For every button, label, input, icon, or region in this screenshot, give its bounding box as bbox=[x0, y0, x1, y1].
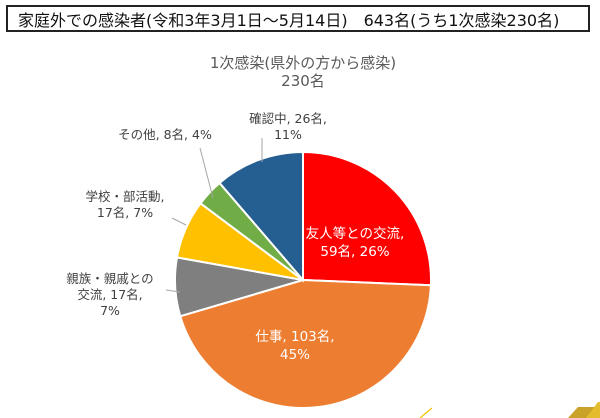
slice-label-6: 確認中, 26名, 11% bbox=[249, 111, 327, 142]
slice-label-3: 親族・親戚との交流, 17名, 7% bbox=[66, 271, 153, 318]
pie-slice-6 bbox=[218, 150, 304, 283]
slice-label-1: 友人等との交流, 59名, 26% bbox=[306, 225, 405, 260]
pie-slice-2 bbox=[178, 278, 432, 409]
slice-label-5: その他, 8名, 4% bbox=[118, 127, 212, 142]
pie-slice-1 bbox=[302, 150, 432, 287]
chart-title: 1次感染(県外の方から感染) bbox=[210, 54, 396, 72]
corner-decoration bbox=[419, 402, 600, 418]
slice-label-2: 仕事, 103名, 45% bbox=[255, 329, 334, 363]
leader-line-5 bbox=[199, 147, 214, 199]
leader-line-3 bbox=[165, 289, 181, 293]
leader-line-4 bbox=[171, 217, 187, 226]
chart-subtitle: 230名 bbox=[281, 72, 325, 90]
page-title: 家庭外での感染者(令和3年3月1日～5月14日) 643名(うち1次感染230名… bbox=[6, 5, 590, 32]
slice-label-4: 学校・部活動, 17名, 7% bbox=[86, 189, 165, 220]
